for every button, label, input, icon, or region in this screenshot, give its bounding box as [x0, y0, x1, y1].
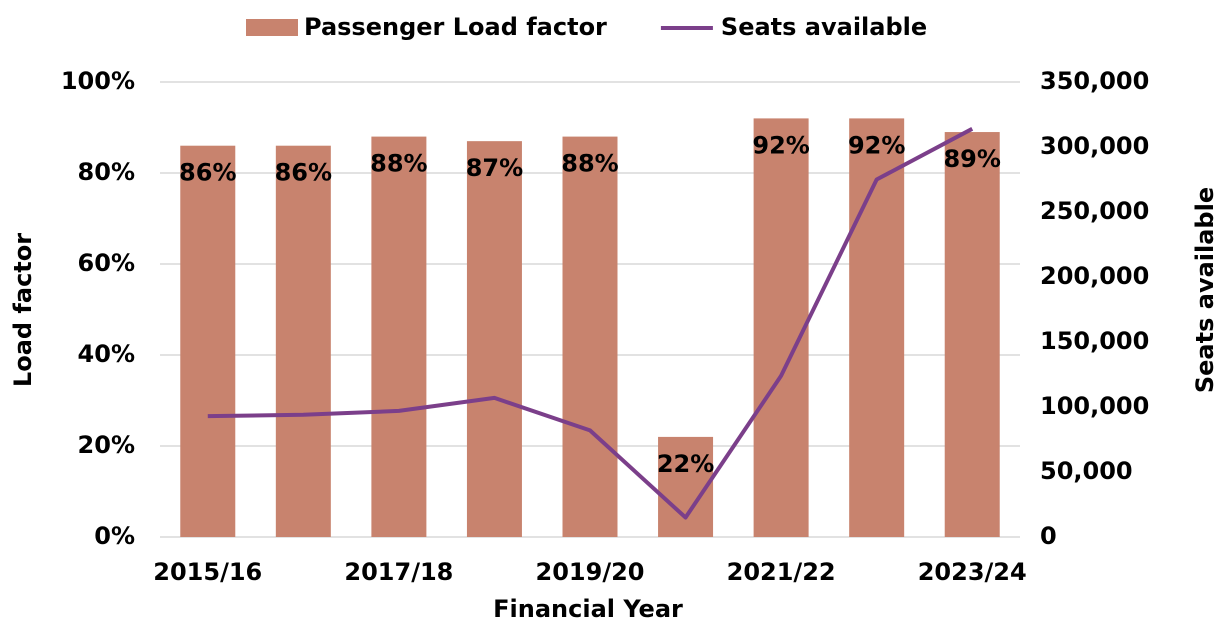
- bar: [944, 132, 1000, 538]
- y-tick-label: 40%: [78, 340, 135, 368]
- data-label: 88%: [370, 150, 427, 178]
- legend-label: Passenger Load factor: [304, 13, 607, 41]
- data-label: 88%: [561, 150, 618, 178]
- y2-tick-label: 350,000: [1040, 67, 1149, 95]
- x-tick-label: 2015/16: [153, 558, 262, 586]
- data-label: 86%: [275, 159, 332, 187]
- y2-tick-label: 250,000: [1040, 197, 1149, 225]
- y2-tick-label: 300,000: [1040, 132, 1149, 160]
- y-tick-label: 60%: [78, 249, 135, 277]
- bar: [562, 136, 618, 537]
- legend-swatch: [246, 19, 298, 36]
- y2-tick-label: 0: [1040, 522, 1057, 550]
- data-label: 86%: [179, 159, 236, 187]
- x-tick-label: 2019/20: [536, 558, 645, 586]
- legend-label: Seats available: [721, 13, 927, 41]
- bar: [753, 118, 809, 538]
- data-label: 92%: [848, 131, 905, 159]
- data-label: 22%: [657, 450, 714, 478]
- bar: [275, 145, 331, 537]
- data-label: 87%: [466, 154, 523, 182]
- bar: [466, 141, 522, 537]
- y-axis-title: Load factor: [9, 233, 37, 387]
- y2-tick-label: 200,000: [1040, 262, 1149, 290]
- data-label: 89%: [943, 145, 1000, 173]
- line: [207, 127, 974, 520]
- y2-tick-label: 100,000: [1040, 392, 1149, 420]
- y2-axis-title: Seats available: [1191, 187, 1219, 393]
- y-tick-label: 0%: [94, 522, 135, 550]
- y2-tick-label: 50,000: [1040, 457, 1133, 485]
- bar: [849, 118, 905, 538]
- x-tick-label: 2023/24: [918, 558, 1027, 586]
- y-tick-label: 100%: [61, 67, 135, 95]
- x-tick-label: 2021/22: [727, 558, 836, 586]
- y-tick-label: 80%: [78, 158, 135, 186]
- bar: [371, 136, 427, 537]
- data-label: 92%: [752, 131, 809, 159]
- y-tick-label: 20%: [78, 431, 135, 459]
- x-axis-title: Financial Year: [493, 595, 683, 623]
- x-tick-label: 2017/18: [344, 558, 453, 586]
- y2-tick-label: 150,000: [1040, 327, 1149, 355]
- bar: [180, 145, 236, 537]
